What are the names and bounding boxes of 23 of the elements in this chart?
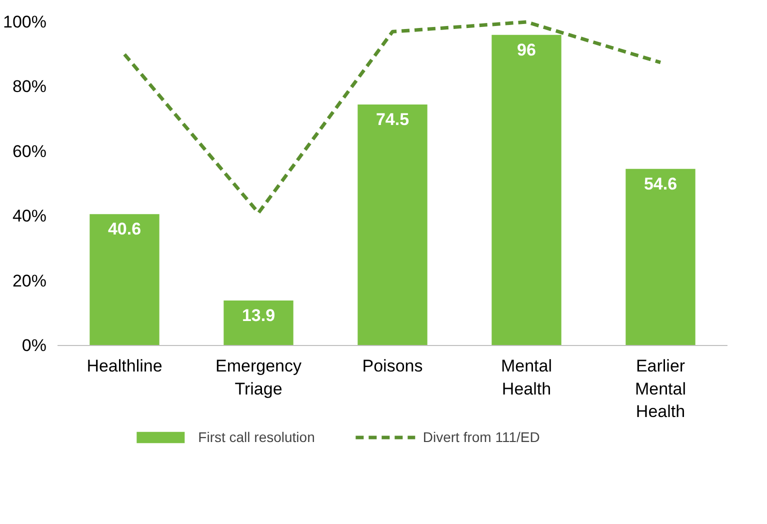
data-label: 54.6	[644, 174, 678, 194]
y-tick-label: 40%	[12, 206, 47, 226]
legend-label: First call resolution	[198, 429, 315, 445]
y-tick-label: 60%	[12, 142, 47, 161]
legend-label: Divert from 111/ED	[422, 429, 540, 445]
bar	[626, 168, 696, 346]
data-label: 74.5	[376, 110, 410, 130]
y-tick-label: 80%	[12, 77, 47, 96]
y-tick-label: 100%	[3, 12, 47, 32]
y-tick-label: 0%	[22, 336, 47, 355]
data-label: 96	[517, 40, 536, 60]
x-tick-label: Poisons	[362, 356, 423, 376]
bar	[492, 34, 562, 346]
x-tick-label: Healthline	[86, 356, 162, 376]
x-tick-label: Emergency Triage	[216, 356, 302, 398]
x-tick-label: Mental Health	[500, 356, 552, 398]
y-tick-label: 20%	[12, 271, 47, 290]
data-label: 40.6	[108, 220, 142, 239]
data-label: 13.9	[242, 306, 276, 326]
bar	[90, 214, 160, 346]
bar	[358, 104, 428, 346]
x-tick-label: Earlier Mental Health	[634, 356, 686, 422]
bar	[224, 300, 294, 346]
